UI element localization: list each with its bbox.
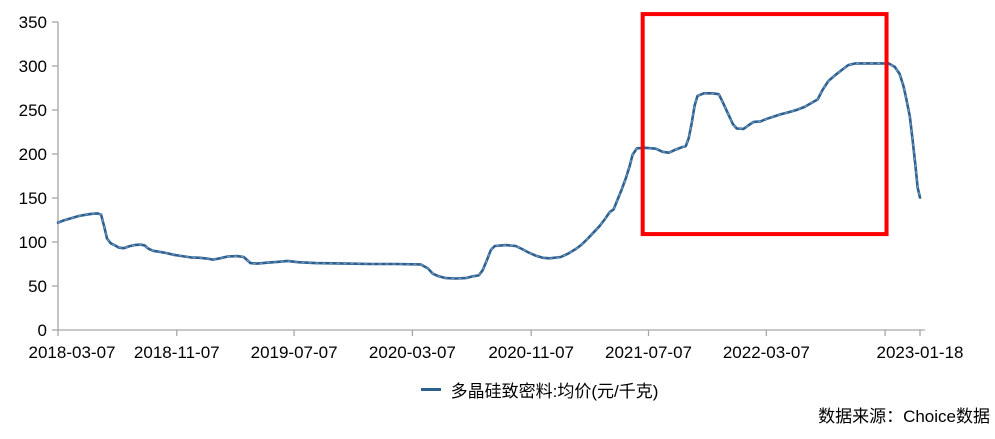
x-axis-label: 2022-03-07 <box>723 343 810 362</box>
y-axis-label: 350 <box>19 13 47 32</box>
y-axis-label: 150 <box>19 189 47 208</box>
price-series-line-dash <box>57 62 921 280</box>
y-axis-label: 250 <box>19 101 47 120</box>
legend-label: 多晶硅致密料:均价(元/千克) <box>450 382 659 401</box>
price-series-line <box>56 62 922 280</box>
y-axis-label: 0 <box>38 321 47 340</box>
legend-line-marker <box>420 388 441 391</box>
legend: 多晶硅致密料:均价(元/千克) <box>42 377 995 402</box>
highlight-box <box>640 12 889 237</box>
y-axis-label: 50 <box>28 277 47 296</box>
data-source-text: 数据来源：Choice数据 <box>818 407 990 426</box>
y-axis-label: 100 <box>19 233 47 252</box>
x-axis-label: 2018-11-07 <box>134 343 220 362</box>
x-axis-label: 2020-11-07 <box>488 343 574 362</box>
y-axis-label: 200 <box>19 145 47 164</box>
x-axis-label: 2020-03-07 <box>369 343 456 362</box>
x-axis-label: 2018-03-07 <box>29 343 116 362</box>
price-line-chart: 0 50 100 150 200 250 300 350 2018-03-07 2018-11-0… <box>19 12 964 362</box>
x-axis-label: 2021-07-07 <box>605 343 692 362</box>
x-axis-label: 2019-07-07 <box>251 343 338 362</box>
x-axis-label: 2023-01-18 <box>877 343 964 362</box>
y-axis-label: 300 <box>19 57 47 76</box>
